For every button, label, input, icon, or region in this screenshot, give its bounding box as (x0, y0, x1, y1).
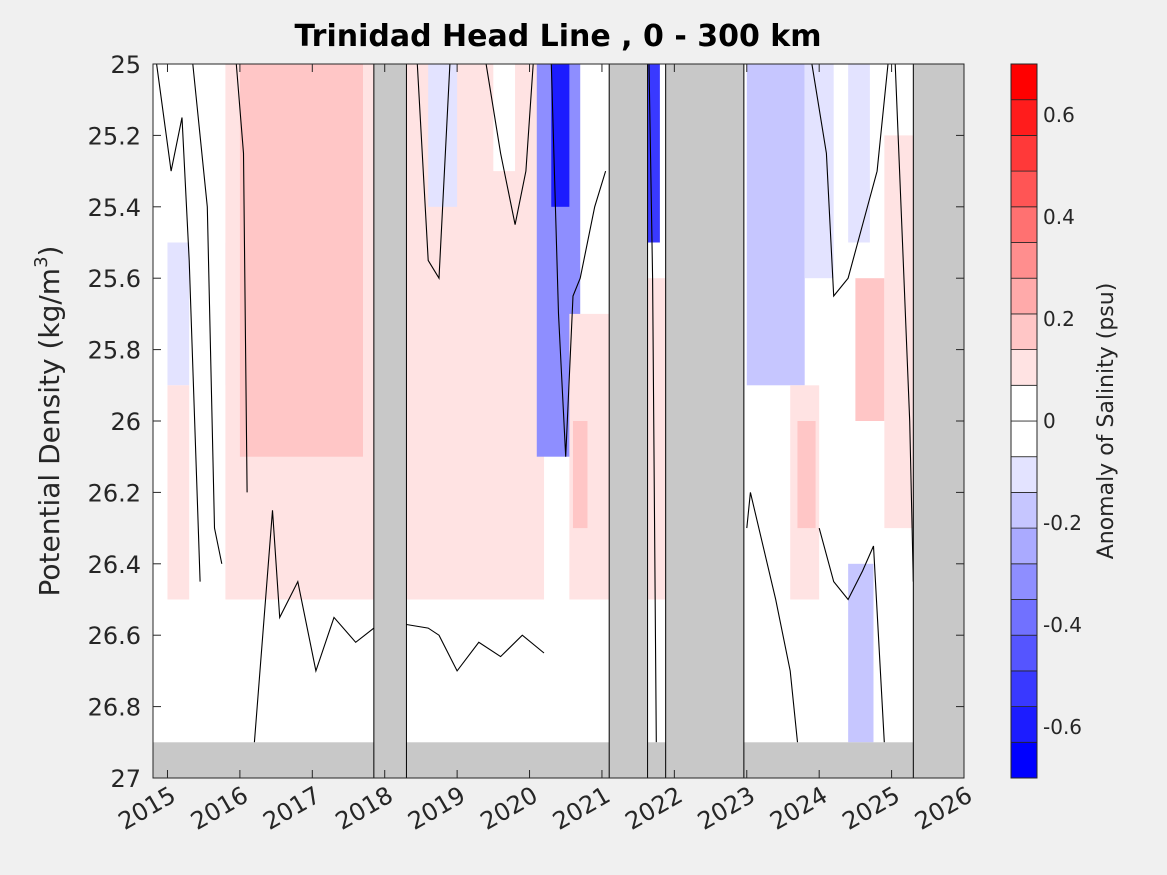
y-axis-label-text: Potential Density (kg/m (33, 268, 66, 597)
colorbar-segment (1010, 420, 1038, 458)
colorbar-segment (1010, 277, 1038, 315)
anomaly-cell (572, 421, 588, 529)
colorbar-tick-label: -0.4 (1043, 613, 1082, 637)
no-data-period (912, 63, 965, 779)
zero-contour-line (746, 492, 799, 743)
colorbar-segment (1010, 384, 1038, 422)
colorbar-ticks: -0.6 -0.4 -0.2 0 0.2 0.4 0.6 (1043, 103, 1082, 739)
anomaly-field (153, 64, 914, 743)
plot-area: 25 25.2 25.4 25.6 25.8 26 26.2 26.4 26.6 26.8 27 2… (88, 51, 977, 836)
colorbar: -0.6 -0.4 -0.2 0 0.2 0.4 0.6 (1010, 63, 1082, 779)
y-axis-label-superscript: 3 (31, 256, 52, 267)
colorbar-segment (1010, 134, 1038, 172)
y-axis-label-close: ) (33, 246, 66, 257)
y-tick-label: 25.2 (88, 122, 141, 150)
anomaly-cell (167, 385, 190, 600)
colorbar-tick-label: -0.6 (1043, 715, 1082, 739)
y-axis-label: Potential Density (kg/m3) (31, 246, 66, 597)
anomaly-cell (647, 278, 666, 600)
anomaly-cell (189, 64, 226, 564)
colorbar-tick-label: -0.2 (1043, 511, 1082, 535)
zero-contour-line (416, 63, 451, 281)
colorbar-segment (1010, 456, 1038, 493)
zero-contour-line (235, 63, 248, 493)
anomaly-cell (647, 64, 660, 243)
zero-contour-line (192, 63, 223, 564)
anomaly-cell (797, 421, 816, 529)
y-tick-label: 25 (110, 51, 141, 79)
no-data-period (373, 63, 407, 779)
colorbar-segment (1010, 706, 1038, 743)
colorbar-segment (1010, 170, 1038, 208)
anomaly-cell (254, 135, 284, 350)
anomaly-cell (551, 64, 570, 207)
zero-contour-line (894, 63, 914, 582)
anomaly-cell (746, 64, 805, 386)
colorbar-segment (1010, 741, 1038, 779)
y-tick-label: 26.6 (88, 622, 141, 650)
anomaly-cell (848, 64, 870, 243)
colorbar-tick-label: 0.6 (1043, 103, 1075, 127)
no-data-masks (153, 63, 965, 779)
colorbar-tick-label: 0.2 (1043, 307, 1075, 331)
anomaly-cell (884, 135, 914, 529)
anomaly-cell (804, 64, 834, 279)
anomaly-cell (493, 64, 516, 172)
y-tick-label: 25.4 (88, 194, 141, 222)
colorbar-segment (1010, 527, 1038, 565)
zero-contour-line (485, 63, 534, 225)
zero-contours (156, 63, 914, 743)
y-tick-label: 26.4 (88, 551, 141, 579)
zero-contour-line (550, 63, 607, 457)
colorbar-segment (1010, 242, 1038, 279)
colorbar-segment (1010, 670, 1038, 708)
y-tick-label: 26.2 (88, 479, 141, 507)
colorbar-segment (1010, 206, 1038, 243)
y-axis-ticks: 25 25.2 25.4 25.6 25.8 26 26.2 26.4 26.6 26.8 27 (88, 51, 964, 793)
anomaly-cell (848, 563, 874, 743)
colorbar-tick-label: 0 (1043, 409, 1056, 433)
colorbar-label: Anomaly of Salinity (psu) (1094, 283, 1119, 560)
zero-contour-line (811, 63, 889, 298)
zero-contour-line (406, 623, 545, 672)
zero-contour-line (156, 63, 201, 582)
zero-contour-line (818, 527, 885, 743)
zero-contour-line (253, 510, 375, 743)
y-tick-label: 26 (110, 408, 141, 436)
colorbar-segment (1010, 634, 1038, 672)
colorbar-segment (1010, 491, 1038, 529)
zero-contour-line (648, 63, 657, 743)
colorbar-segment (1010, 563, 1038, 600)
colorbar-tick-label: 0.4 (1043, 205, 1075, 229)
y-tick-label: 26.8 (88, 694, 141, 722)
colorbar-segment (1010, 99, 1038, 136)
anomaly-cell (305, 64, 349, 350)
anomaly-cell (855, 278, 885, 421)
colorbar-segment (1010, 349, 1038, 386)
colorbar-segment (1010, 599, 1038, 636)
y-tick-label: 25.6 (88, 265, 141, 293)
colorbar-segment (1010, 313, 1038, 350)
colorbar-frame (1010, 63, 1038, 779)
y-tick-label: 25.8 (88, 337, 141, 365)
chart-title: Trinidad Head Line , 0 - 300 km (294, 19, 821, 54)
y-tick-label: 27 (110, 765, 141, 793)
no-data-period (665, 63, 745, 779)
colorbar-segment (1010, 63, 1038, 101)
anomaly-cell (428, 64, 458, 207)
no-data-deep-band (153, 742, 964, 778)
colorbar-segments (1010, 63, 1038, 779)
no-data-period (608, 63, 649, 779)
